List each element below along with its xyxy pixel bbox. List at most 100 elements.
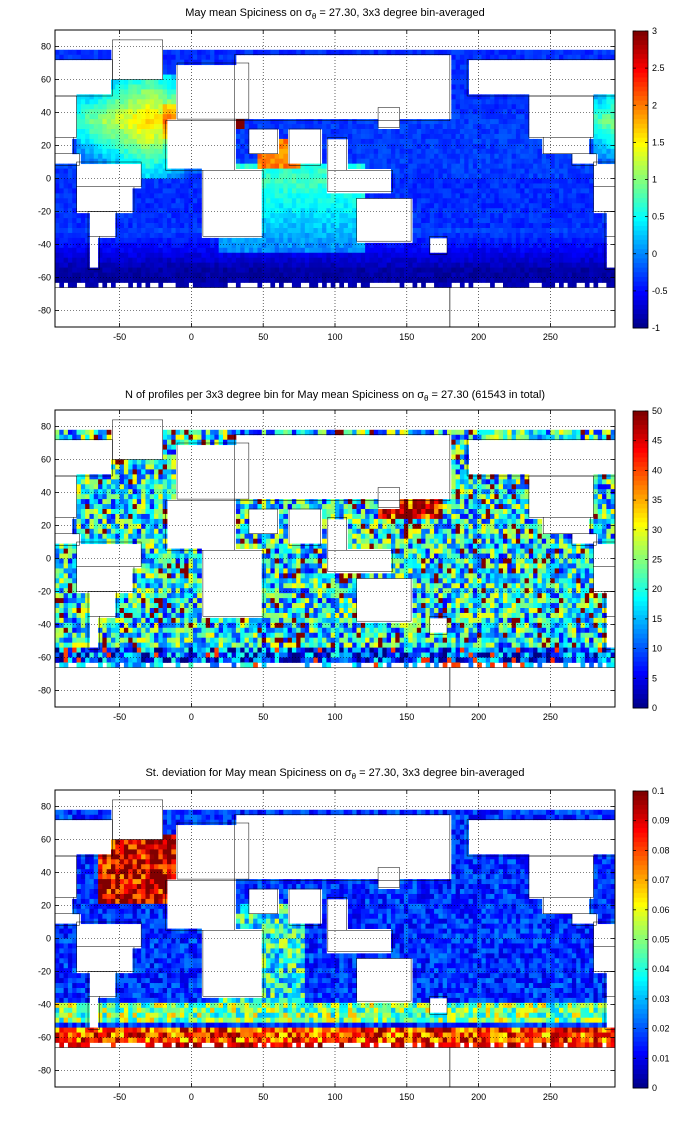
- data-cell: [507, 242, 513, 249]
- data-cell: [360, 138, 366, 145]
- data-cell: [326, 277, 332, 283]
- data-cell: [576, 213, 581, 219]
- data-cell: [248, 124, 254, 130]
- data-cell: [485, 124, 491, 130]
- data-cell: [80, 657, 86, 663]
- data-cell: [162, 474, 168, 480]
- data-cell: [283, 247, 289, 254]
- data-cell: [149, 573, 155, 579]
- data-cell: [63, 603, 69, 609]
- data-cell: [347, 262, 353, 268]
- data-cell: [425, 148, 431, 155]
- data-cell: [343, 272, 349, 278]
- data-cell: [313, 277, 319, 283]
- data-cell: [451, 267, 457, 273]
- data-cell: [106, 262, 112, 268]
- data-cell: [283, 267, 289, 273]
- data-cell: [80, 138, 86, 145]
- data-cell: [266, 228, 271, 234]
- data-cell: [192, 267, 198, 273]
- data-cell: [111, 277, 116, 283]
- data-cell: [399, 163, 405, 169]
- colorbar-step: [633, 123, 648, 129]
- data-cell: [515, 272, 521, 278]
- data-cell: [326, 228, 332, 234]
- data-cell: [597, 124, 603, 130]
- data-cell: [520, 148, 525, 155]
- y-tick-label: -60: [38, 273, 51, 283]
- data-cell: [188, 593, 194, 599]
- data-cell: [528, 178, 534, 184]
- data-cell: [347, 193, 353, 199]
- colorbar-step: [633, 119, 648, 125]
- data-cell: [72, 183, 77, 189]
- data-cell: [162, 647, 168, 653]
- data-cell: [472, 242, 478, 249]
- data-cell: [85, 124, 90, 130]
- data-cell: [141, 153, 146, 160]
- data-cell: [175, 267, 181, 273]
- data-cell: [98, 662, 103, 668]
- data-cell: [85, 94, 90, 100]
- data-cell: [266, 198, 271, 204]
- data-cell: [162, 632, 168, 639]
- data-cell: [464, 104, 469, 110]
- data-cell: [111, 94, 116, 100]
- data-cell: [296, 237, 301, 244]
- data-cell: [347, 129, 353, 135]
- data-cell: [490, 203, 495, 209]
- data-cell: [106, 434, 112, 441]
- data-cell: [360, 133, 366, 140]
- data-cell: [59, 282, 65, 288]
- data-cell: [313, 252, 319, 259]
- data-cell: [154, 543, 159, 549]
- data-cell: [459, 218, 465, 224]
- data-cell: [158, 232, 164, 239]
- data-cell: [123, 232, 129, 239]
- data-cell: [55, 247, 60, 254]
- data-cell: [580, 54, 586, 61]
- data-cell: [274, 208, 280, 214]
- data-cell: [490, 143, 495, 150]
- data-cell: [184, 237, 189, 244]
- data-cell: [498, 188, 504, 194]
- data-cell: [154, 119, 159, 125]
- data-cell: [421, 208, 426, 214]
- data-cell: [515, 242, 521, 249]
- data-cell: [85, 114, 90, 120]
- data-cell: [145, 188, 151, 194]
- data-cell: [98, 494, 103, 500]
- data-cell: [416, 203, 422, 209]
- data-cell: [369, 163, 375, 169]
- data-cell: [141, 124, 146, 130]
- data-cell: [498, 198, 504, 204]
- data-cell: [481, 232, 487, 239]
- data-cell: [490, 163, 495, 169]
- data-cell: [141, 208, 146, 214]
- data-cell: [360, 158, 366, 165]
- data-cell: [136, 494, 142, 500]
- data-cell: [98, 652, 103, 658]
- data-cell: [149, 553, 155, 559]
- data-cell: [477, 228, 482, 234]
- data-cell: [274, 223, 280, 229]
- data-cell: [408, 193, 413, 199]
- data-cell: [524, 267, 530, 273]
- data-cell: [154, 173, 159, 179]
- colorbar-step: [633, 198, 648, 204]
- data-cell: [537, 49, 543, 56]
- data-cell: [102, 272, 108, 278]
- data-cell: [503, 129, 508, 135]
- x-tick-label: 0: [189, 332, 194, 342]
- data-cell: [192, 593, 198, 599]
- data-cell: [347, 272, 353, 278]
- data-cell: [451, 84, 457, 90]
- data-cell: [533, 208, 538, 214]
- data-cell: [477, 178, 482, 184]
- data-cell: [584, 228, 590, 234]
- data-cell: [192, 237, 198, 244]
- data-cell: [218, 59, 224, 66]
- data-cell: [158, 99, 164, 105]
- data-cell: [455, 119, 461, 125]
- data-cell: [291, 119, 297, 125]
